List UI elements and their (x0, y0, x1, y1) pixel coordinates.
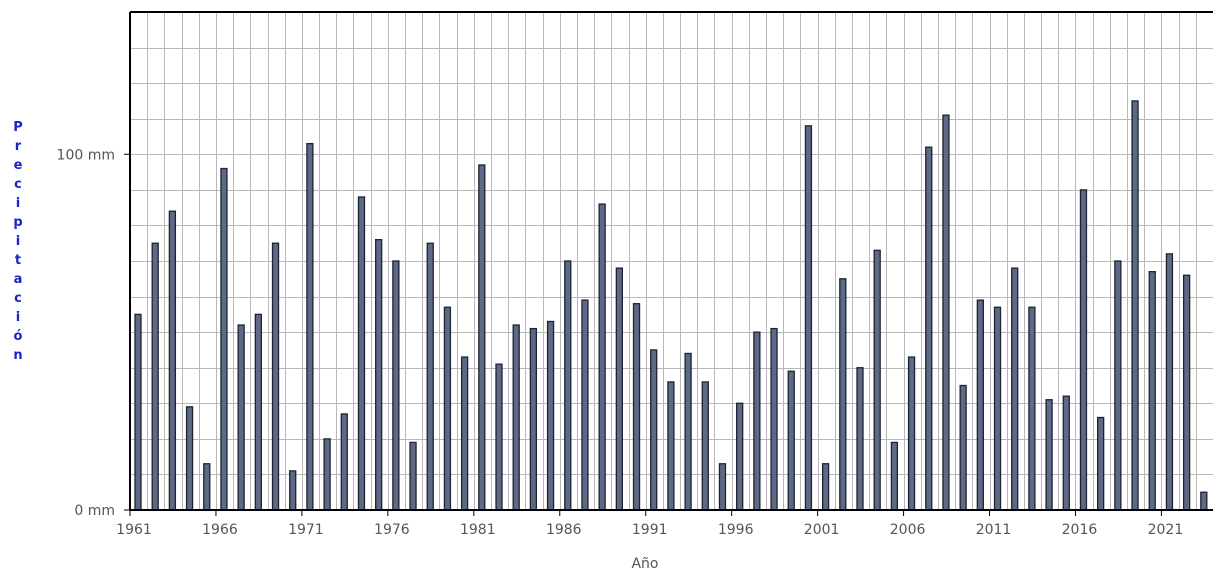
y-axis-title-letter: i (15, 196, 21, 211)
bar (959, 384, 967, 511)
bar (1148, 271, 1156, 511)
bar (323, 438, 331, 511)
bars (134, 100, 1208, 511)
bar (839, 278, 847, 511)
bar (684, 352, 692, 511)
bar (426, 242, 434, 511)
bar (632, 303, 641, 511)
bar (1079, 189, 1088, 511)
bar (564, 260, 572, 511)
bar (495, 363, 503, 511)
x-axis-title: Año (631, 556, 658, 572)
bar (392, 260, 400, 511)
bar (185, 406, 194, 511)
bar (667, 381, 675, 511)
x-tick-label: 1966 (202, 522, 238, 538)
bar (151, 242, 159, 511)
bar (718, 463, 727, 511)
x-tick-label: 1961 (116, 522, 152, 538)
bar (340, 413, 348, 511)
x-tick-label: 1996 (718, 522, 754, 538)
bar (736, 402, 744, 511)
bar (512, 324, 520, 511)
x-tick-label: 1986 (546, 522, 582, 538)
bar (1062, 395, 1070, 511)
bar (598, 203, 606, 511)
bar (650, 349, 658, 511)
bar (134, 313, 142, 511)
bar (1028, 306, 1036, 511)
bar (409, 441, 417, 511)
bar (907, 356, 916, 511)
x-tick-label: 2006 (890, 522, 926, 538)
bar (1131, 100, 1139, 511)
y-axis-title-letter: r (14, 139, 22, 154)
bar (306, 142, 314, 511)
y-axis-title-letter: t (14, 253, 22, 268)
bar (701, 381, 709, 511)
x-tick-label: 1976 (374, 522, 410, 538)
bar (546, 320, 555, 511)
axes (129, 11, 1213, 511)
bar (168, 210, 177, 511)
x-tick-label: 2011 (976, 522, 1012, 538)
bar (581, 299, 589, 511)
y-axis-title-letter: a (13, 272, 23, 287)
bar (615, 267, 623, 511)
y-axis-title-letter: P (13, 120, 23, 135)
bar (873, 249, 881, 511)
bar (942, 114, 950, 511)
y-axis-title-letter: i (15, 234, 21, 249)
bar (1097, 416, 1105, 511)
y-tick-label: 0 mm (74, 503, 115, 519)
bar (478, 164, 486, 511)
y-axis-title-letter: i (15, 310, 21, 325)
bar (1182, 274, 1191, 511)
bar (787, 370, 795, 511)
bar (1200, 491, 1208, 511)
y-axis-title-letter: n (13, 348, 23, 363)
bar (993, 306, 1002, 511)
bar (254, 313, 262, 511)
bar (271, 242, 280, 511)
bar (1114, 260, 1122, 511)
y-tick-label: 100 mm (57, 147, 115, 163)
bar (925, 146, 933, 511)
x-tick-label: 2001 (804, 522, 840, 538)
y-axis-title-letter: p (13, 215, 23, 230)
bar (443, 306, 452, 511)
y-ticks: 0 mm 100 mm (57, 147, 130, 519)
bar (753, 331, 761, 511)
bar (375, 239, 383, 511)
x-tick-label: 2016 (1062, 522, 1098, 538)
bar (770, 327, 778, 511)
x-tick-label: 1981 (460, 522, 496, 538)
y-axis-title-letter: ó (13, 329, 23, 344)
x-tick-label: 2021 (1148, 522, 1184, 538)
bar (460, 356, 469, 511)
bar (1045, 399, 1053, 511)
x-tick-label: 1971 (288, 522, 324, 538)
y-axis-title-letter: c (14, 291, 22, 306)
bar (804, 125, 813, 511)
bar (289, 470, 297, 511)
bar (1011, 267, 1019, 511)
bar (220, 167, 228, 511)
bar (1165, 253, 1174, 511)
y-axis-title-letter: e (13, 158, 23, 173)
bar (529, 327, 538, 511)
bar (357, 196, 366, 511)
bar (856, 367, 864, 511)
y-axis-title-letter: c (14, 177, 22, 192)
bar (890, 441, 899, 511)
bar (976, 299, 984, 511)
bar (821, 463, 830, 511)
bar (203, 463, 211, 511)
x-ticks: 1961 1966 1971 1976 1981 1986 1991 1996 2001 2006… (116, 510, 1183, 538)
bar (237, 324, 245, 511)
x-tick-label: 1991 (632, 522, 668, 538)
